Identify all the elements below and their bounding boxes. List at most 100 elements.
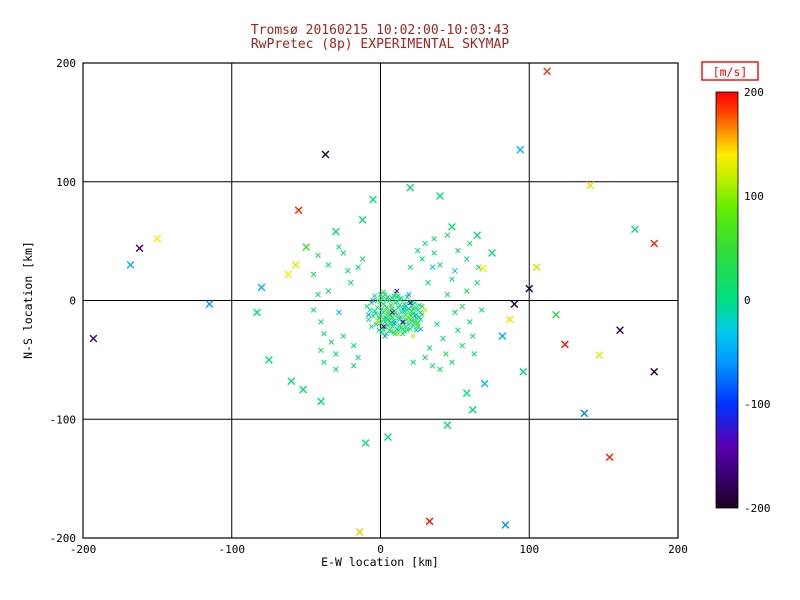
- scatter-point: [431, 250, 437, 256]
- x-tick-label: 200: [668, 543, 688, 556]
- scatter-point: [443, 421, 452, 430]
- scatter-point: [404, 294, 410, 300]
- scatter-point: [413, 327, 419, 333]
- scatter-point: [340, 250, 347, 256]
- scatter-point: [340, 333, 347, 339]
- x-tick-label: 100: [519, 543, 539, 556]
- scatter-point: [471, 351, 477, 357]
- scatter-point: [429, 264, 436, 271]
- scatter-point: [431, 235, 437, 242]
- scatter-point: [299, 385, 308, 394]
- scatter-point: [325, 262, 332, 268]
- scatter-point: [333, 366, 339, 373]
- scatter-point: [394, 288, 400, 294]
- scatter-point: [459, 342, 466, 349]
- scatter-point: [605, 453, 614, 462]
- scatter-point: [422, 354, 428, 361]
- scatter-point: [395, 293, 401, 299]
- scatter-point: [464, 256, 470, 262]
- scatter-point: [380, 309, 387, 315]
- scatter-point: [358, 215, 367, 224]
- scatter-point: [400, 319, 406, 325]
- scatter-point: [506, 315, 514, 324]
- scatter-point: [310, 271, 317, 278]
- scatter-point: [419, 256, 425, 262]
- scatter-point: [404, 314, 410, 320]
- scatter-point: [418, 309, 424, 315]
- scatter-point: [205, 300, 214, 308]
- scatter-point: [474, 279, 480, 286]
- scatter-point: [452, 309, 458, 316]
- scatter-point: [401, 328, 407, 334]
- scatter-point: [464, 288, 470, 294]
- scatter-point: [383, 296, 390, 302]
- scatter-point: [355, 528, 364, 536]
- scatter-point: [440, 335, 446, 342]
- scatter-point: [376, 327, 382, 333]
- scatter-point: [321, 330, 327, 337]
- y-tick-label: 0: [69, 295, 76, 308]
- x-tick-labels: -200 -100 0 100 200: [70, 543, 688, 556]
- scatter-point: [426, 345, 433, 351]
- scatter-point: [401, 319, 407, 325]
- scatter-point: [478, 307, 485, 313]
- scatter-point: [383, 331, 390, 337]
- scatter-point: [418, 326, 424, 332]
- scatter-point: [437, 366, 443, 373]
- scatter-point: [532, 263, 541, 272]
- scatter-point: [315, 252, 321, 259]
- y-tick-label: 200: [56, 57, 76, 70]
- scatter-point: [469, 333, 476, 339]
- scatter-point: [315, 291, 321, 298]
- x-tick-label: 0: [377, 543, 384, 556]
- scatter-point: [135, 244, 144, 253]
- scatter-point: [310, 307, 317, 313]
- scatter-point: [525, 284, 534, 293]
- scatter-point: [376, 315, 382, 321]
- scatter-point: [595, 351, 604, 360]
- scatter-point: [373, 321, 379, 327]
- scatter-point: [380, 324, 387, 330]
- scatter-point: [355, 264, 361, 271]
- scatter-point: [321, 359, 327, 366]
- scatter-point: [345, 268, 351, 274]
- scatter-point: [425, 279, 431, 286]
- scatter-point: [366, 312, 372, 318]
- colorbar: [715, 91, 739, 509]
- grid-lines: [83, 63, 678, 538]
- scatter-point: [388, 302, 394, 308]
- scatter-point: [407, 326, 413, 332]
- scatter-point: [389, 309, 395, 315]
- scatter-point: [265, 355, 273, 364]
- scatter-point: [466, 319, 473, 325]
- scatter-point: [325, 288, 332, 294]
- scatter-point: [407, 300, 413, 306]
- colorbar-tick-label: 200: [744, 86, 764, 99]
- scatter-point: [398, 309, 404, 315]
- scatter-point: [153, 234, 162, 243]
- scatter-point: [361, 439, 370, 447]
- scatter-point: [410, 333, 416, 339]
- plot-subtitle: RwPretec (8p) EXPERIMENTAL SKYMAP: [251, 37, 509, 52]
- scatter-point: [543, 67, 551, 76]
- scatter-point: [650, 239, 659, 248]
- scatter-point: [443, 351, 449, 357]
- scatter-point: [384, 433, 392, 441]
- scatter-point: [333, 351, 339, 357]
- scatter-point: [385, 294, 391, 300]
- scatter-point: [328, 339, 335, 345]
- scatter-point: [406, 321, 412, 327]
- scatter-point: [355, 354, 361, 361]
- scatter-point: [397, 302, 403, 308]
- scatter-point: [419, 312, 425, 318]
- scatter-point: [366, 316, 372, 323]
- y-tick-label: 100: [56, 176, 76, 189]
- scatter-point: [414, 247, 421, 254]
- scatter-point: [488, 249, 496, 257]
- plot-frame: [82, 62, 679, 539]
- scatter-point: [321, 150, 330, 159]
- scatter-point: [331, 227, 340, 236]
- scatter-point: [380, 316, 387, 323]
